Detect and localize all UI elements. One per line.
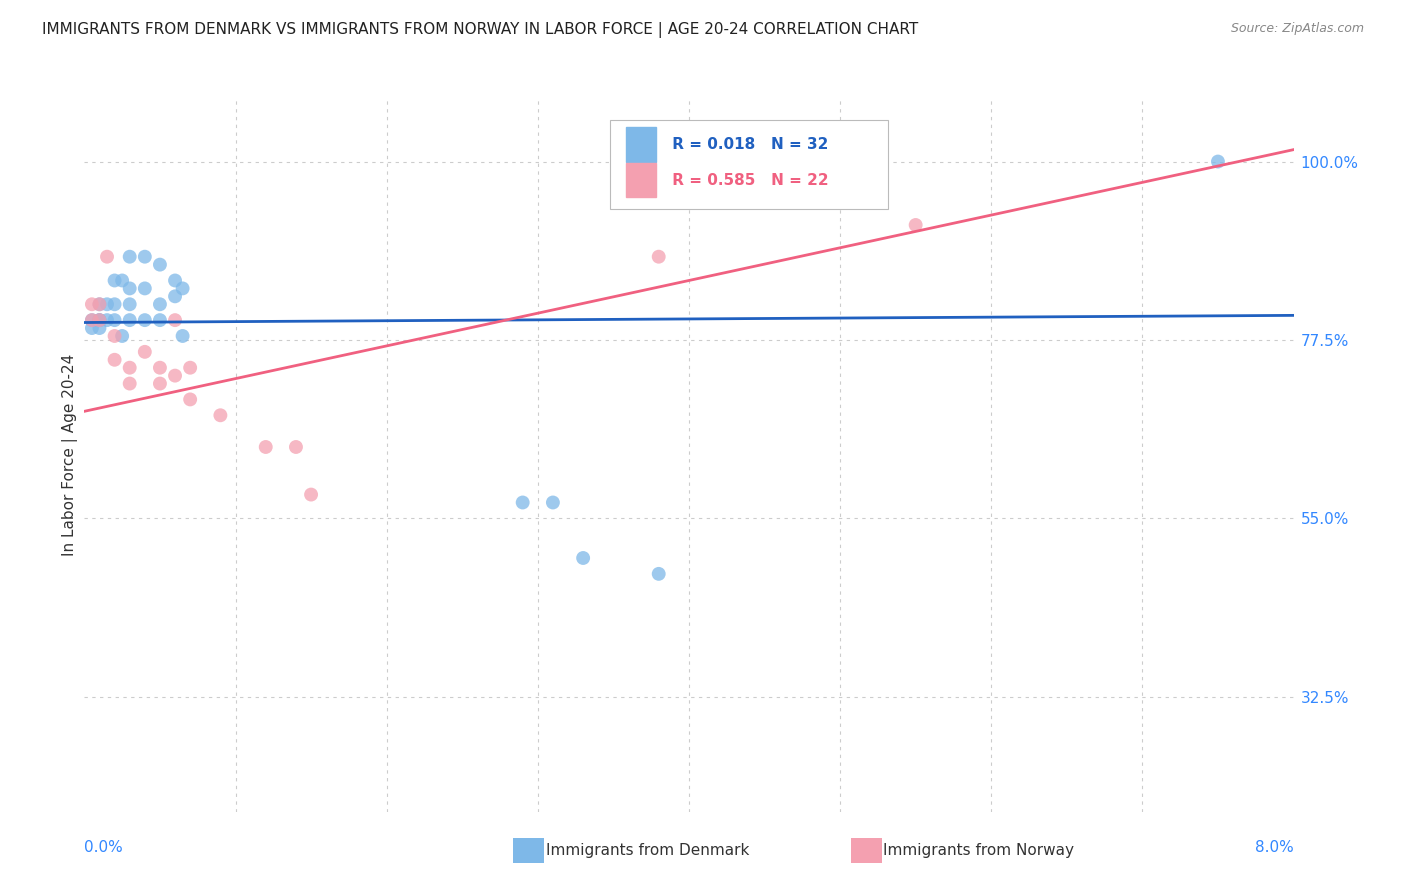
Text: IMMIGRANTS FROM DENMARK VS IMMIGRANTS FROM NORWAY IN LABOR FORCE | AGE 20-24 COR: IMMIGRANTS FROM DENMARK VS IMMIGRANTS FR…	[42, 22, 918, 38]
Point	[541, 495, 564, 509]
Bar	[626, 163, 657, 197]
Point	[165, 289, 187, 303]
Text: R = 0.018   N = 32: R = 0.018 N = 32	[668, 137, 828, 152]
Point	[118, 281, 141, 295]
Point	[149, 360, 172, 375]
Point	[165, 313, 187, 327]
Point	[104, 352, 127, 367]
Point	[118, 297, 141, 311]
Point	[104, 313, 127, 327]
Point	[80, 321, 103, 335]
Point	[96, 313, 118, 327]
Point	[648, 566, 671, 581]
Point	[104, 273, 127, 287]
Point	[165, 273, 187, 287]
Point	[134, 344, 156, 359]
Point	[80, 313, 103, 327]
Point	[118, 376, 141, 391]
Point	[89, 313, 111, 327]
Point	[104, 297, 127, 311]
Point	[149, 313, 172, 327]
Point	[172, 329, 194, 343]
Point	[89, 321, 111, 335]
Text: Immigrants from Denmark: Immigrants from Denmark	[546, 843, 749, 857]
Point	[512, 495, 534, 509]
Point	[118, 250, 141, 264]
Point	[80, 297, 103, 311]
Point	[179, 392, 201, 407]
Point	[134, 281, 156, 295]
Point	[89, 297, 111, 311]
Point	[299, 487, 322, 501]
Point	[111, 273, 134, 287]
Point	[96, 297, 118, 311]
Point	[149, 297, 172, 311]
Point	[149, 376, 172, 391]
Point	[118, 313, 141, 327]
Point	[165, 368, 187, 383]
Point	[118, 360, 141, 375]
Point	[134, 313, 156, 327]
Point	[172, 281, 194, 295]
Point	[89, 313, 111, 327]
Text: R = 0.585   N = 22: R = 0.585 N = 22	[668, 173, 828, 187]
Point	[1206, 154, 1229, 169]
Point	[89, 297, 111, 311]
Point	[254, 440, 277, 454]
Text: 0.0%: 0.0%	[84, 840, 124, 855]
Point	[80, 313, 103, 327]
Point	[572, 551, 595, 566]
Text: 8.0%: 8.0%	[1254, 840, 1294, 855]
Point	[104, 329, 127, 343]
Point	[89, 313, 111, 327]
Point	[285, 440, 308, 454]
FancyBboxPatch shape	[610, 120, 889, 209]
Point	[96, 250, 118, 264]
Y-axis label: In Labor Force | Age 20-24: In Labor Force | Age 20-24	[62, 354, 79, 556]
Text: Immigrants from Norway: Immigrants from Norway	[883, 843, 1074, 857]
Point	[904, 218, 927, 232]
Point	[648, 250, 671, 264]
Point	[111, 329, 134, 343]
Point	[149, 258, 172, 272]
Point	[179, 360, 201, 375]
Point	[209, 409, 232, 423]
Text: Source: ZipAtlas.com: Source: ZipAtlas.com	[1230, 22, 1364, 36]
Bar	[626, 128, 657, 161]
Point	[134, 250, 156, 264]
